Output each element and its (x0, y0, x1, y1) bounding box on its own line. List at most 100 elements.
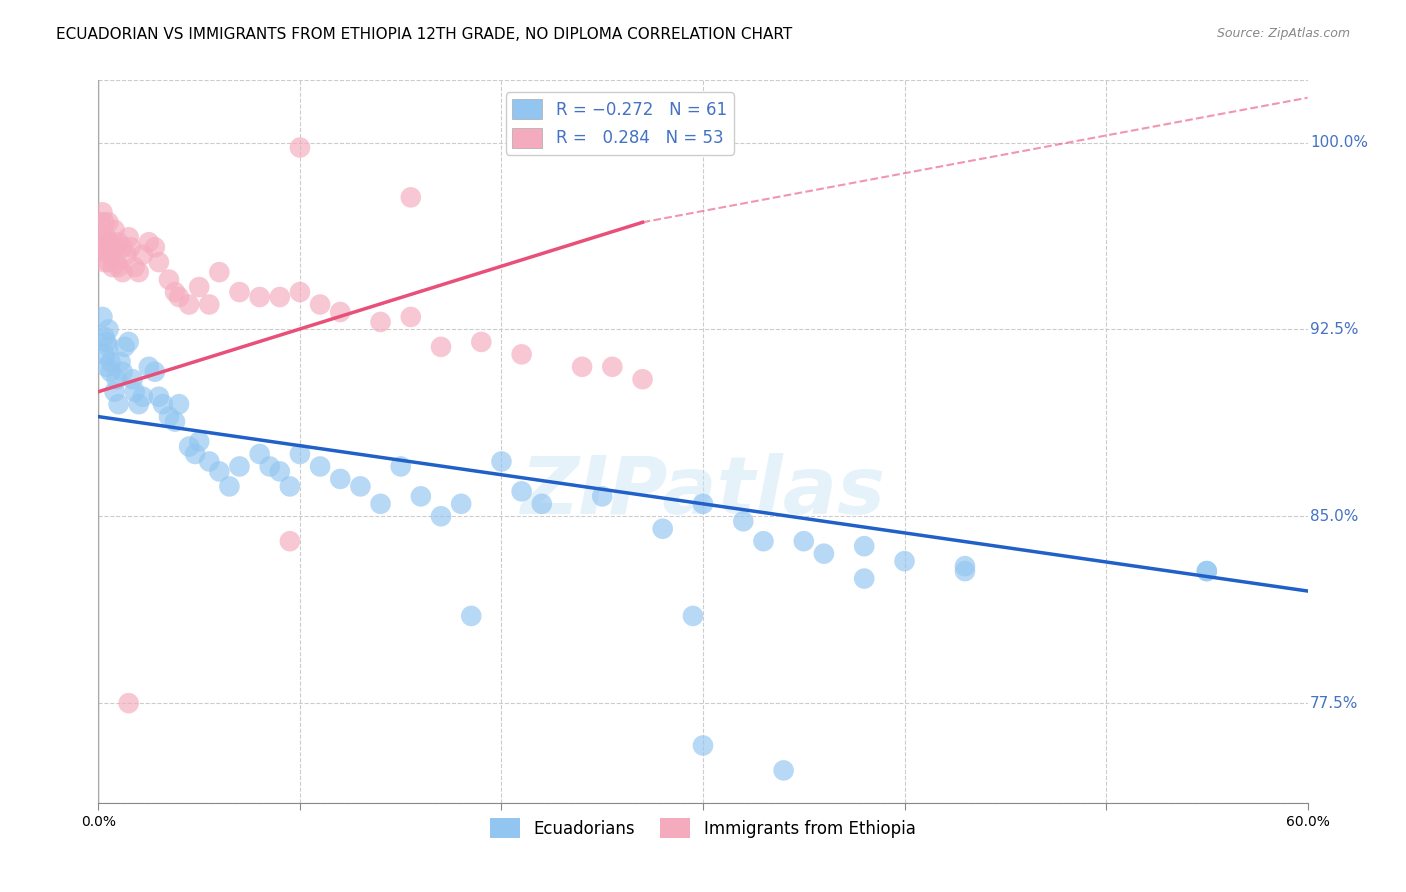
Point (138, 359, 160, 374)
Point (208, 465, 231, 479)
Point (167, 290, 190, 304)
Point (288, 140, 311, 154)
Point (430, 509, 453, 524)
Point (91, 310, 114, 324)
Point (103, 223, 125, 237)
Point (118, 230, 141, 244)
Point (100, 235, 122, 250)
Point (105, 255, 128, 269)
Point (97, 215, 120, 229)
Point (152, 397, 174, 411)
Text: 85.0%: 85.0% (1310, 508, 1358, 524)
Point (128, 265, 150, 279)
Point (89, 215, 111, 229)
Point (329, 305, 352, 319)
Point (107, 397, 129, 411)
Point (124, 260, 146, 274)
Point (143, 365, 166, 379)
Point (893, 554, 915, 568)
Point (853, 539, 876, 553)
Point (93, 330, 115, 344)
Point (179, 440, 201, 454)
Point (370, 315, 392, 329)
Point (228, 459, 250, 474)
Point (953, 564, 976, 578)
Point (132, 390, 155, 404)
Point (813, 547, 835, 561)
Point (631, 372, 654, 386)
Point (228, 285, 250, 299)
Point (101, 260, 124, 274)
Point (96, 359, 118, 374)
Point (124, 384, 146, 399)
Point (167, 397, 190, 411)
Point (591, 489, 613, 503)
Point (259, 459, 281, 474)
Point (96, 334, 118, 349)
Point (157, 272, 180, 286)
Point (269, 290, 291, 304)
Point (288, 285, 311, 299)
Text: Source: ZipAtlas.com: Source: ZipAtlas.com (1216, 27, 1350, 40)
Point (399, 310, 422, 324)
Point (114, 340, 136, 354)
Point (107, 260, 129, 274)
Point (269, 465, 291, 479)
Point (218, 479, 240, 493)
Point (111, 240, 134, 254)
Point (132, 248, 155, 262)
Point (143, 240, 166, 254)
Point (163, 285, 186, 299)
Point (692, 739, 714, 753)
Text: ZIPatlas: ZIPatlas (520, 453, 886, 531)
Point (93, 347, 115, 361)
Point (198, 297, 221, 311)
Point (111, 265, 134, 279)
Point (853, 572, 876, 586)
Point (793, 534, 815, 549)
Point (97, 340, 120, 354)
Point (157, 409, 180, 424)
Point (692, 497, 714, 511)
Point (89, 235, 111, 250)
Point (97, 322, 120, 336)
Point (409, 489, 432, 503)
Point (510, 484, 533, 499)
Point (97, 235, 120, 250)
Text: 100.0%: 100.0% (1310, 135, 1368, 150)
Point (602, 359, 624, 374)
Point (491, 454, 513, 468)
Point (105, 372, 128, 386)
Point (278, 534, 301, 549)
Point (148, 255, 170, 269)
Point (278, 479, 301, 493)
Point (107, 235, 129, 250)
Point (953, 559, 976, 574)
Point (249, 290, 271, 304)
Point (138, 235, 160, 250)
Point (110, 355, 132, 369)
Point (163, 415, 186, 429)
Point (103, 384, 125, 399)
Point (288, 447, 311, 461)
Point (651, 522, 673, 536)
Point (249, 447, 271, 461)
Point (772, 764, 794, 778)
Point (118, 334, 141, 349)
Point (121, 372, 143, 386)
Point (91, 205, 114, 219)
Point (93, 215, 115, 229)
Point (530, 497, 553, 511)
Point (128, 397, 150, 411)
Point (733, 514, 755, 528)
Point (91, 240, 114, 254)
Point (111, 365, 134, 379)
Point (370, 497, 392, 511)
Text: 92.5%: 92.5% (1310, 322, 1358, 337)
Text: ECUADORIAN VS IMMIGRANTS FROM ETHIOPIA 12TH GRADE, NO DIPLOMA CORRELATION CHART: ECUADORIAN VS IMMIGRANTS FROM ETHIOPIA 1… (56, 27, 793, 42)
Point (188, 434, 211, 449)
Point (682, 609, 704, 624)
Point (184, 447, 207, 461)
Point (100, 365, 122, 379)
Point (118, 696, 141, 710)
